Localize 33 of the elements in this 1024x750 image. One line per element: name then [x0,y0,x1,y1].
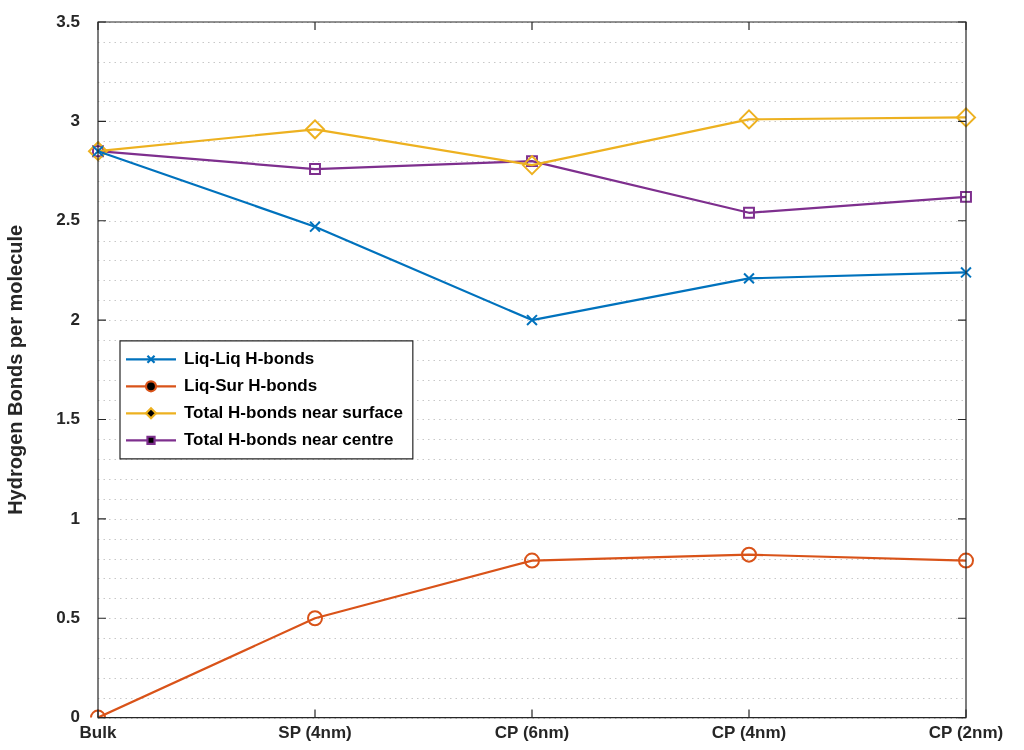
point [739,109,759,130]
point [960,190,972,203]
point [958,552,974,569]
point [526,314,538,327]
legend-label: Total H-bonds near surface [184,402,403,422]
y-tick-label: 1.5 [56,409,80,429]
y-tick-label: 3 [70,111,80,131]
point [743,272,755,285]
legend-label: Liq-Liq H-bonds [184,348,315,368]
point [524,552,540,569]
y-tick-label: 0 [70,707,80,727]
point [307,610,323,627]
point [960,266,972,279]
point [309,163,321,176]
legend-label: Total H-bonds near centre [184,429,394,449]
x-tick-label: CP (2nm) [928,723,1004,743]
point [522,155,542,176]
point [309,220,321,233]
y-tick-label: 3.5 [56,11,80,31]
point [741,546,757,563]
y-tick-label: 2.5 [56,210,80,230]
y-tick-label: 2 [70,309,80,329]
legend-label: Liq-Sur H-bonds [184,375,318,395]
point [305,119,325,140]
x-tick-label: Bulk [79,723,117,743]
x-tick-label: CP (4nm) [711,723,787,743]
x-tick-label: SP (4nm) [278,723,352,743]
y-tick-label: 1 [70,508,80,528]
y-tick-label: 0.5 [56,607,80,627]
y-axis-title: Hydrogen Bonds per molecule [3,224,26,515]
x-tick-label: CP (6nm) [494,723,570,743]
point [743,206,755,219]
point [956,107,976,128]
